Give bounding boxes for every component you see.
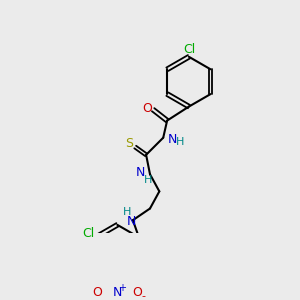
Text: H: H (144, 176, 153, 185)
Text: N: N (168, 133, 177, 146)
Text: H: H (176, 137, 184, 147)
Text: O: O (92, 286, 102, 299)
Text: S: S (125, 137, 133, 150)
Text: -: - (141, 291, 145, 300)
Text: N: N (127, 215, 136, 228)
Text: O: O (133, 286, 142, 299)
Text: N: N (136, 166, 146, 179)
Text: Cl: Cl (183, 43, 195, 56)
Text: Cl: Cl (82, 227, 94, 240)
Text: O: O (143, 102, 153, 115)
Text: H: H (122, 207, 131, 218)
Text: +: + (118, 283, 126, 293)
Text: N: N (112, 286, 122, 299)
